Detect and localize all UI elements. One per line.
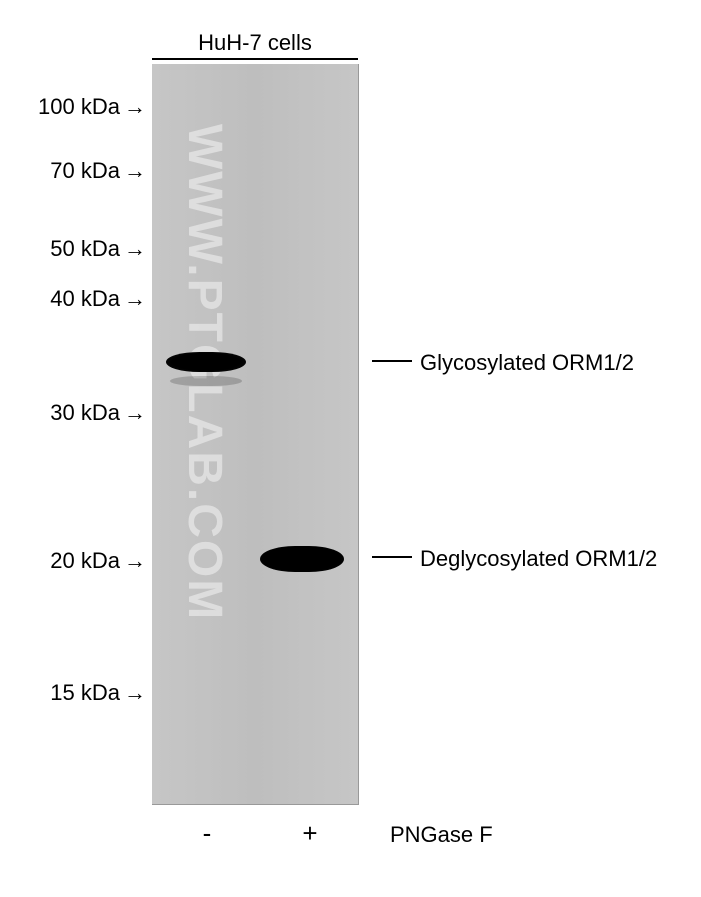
- mw-label-15: 15 kDa: [10, 680, 120, 706]
- arrow-icon: →: [124, 400, 146, 426]
- mw-label-50: 50 kDa: [10, 236, 120, 262]
- annotation-line: [372, 556, 412, 558]
- lane-minus-symbol: -: [192, 818, 222, 849]
- arrow-icon: →: [124, 158, 146, 184]
- annotation-deglycosylated: Deglycosylated ORM1/2: [420, 546, 657, 572]
- arrow-icon: →: [124, 94, 146, 120]
- treatment-label: PNGase F: [390, 822, 493, 848]
- western-blot-image: WWW.PTGLAB.COM: [152, 64, 359, 805]
- arrow-icon: →: [124, 548, 146, 574]
- mw-label-20: 20 kDa: [10, 548, 120, 574]
- arrow-icon: →: [124, 236, 146, 262]
- mw-label-70: 70 kDa: [10, 158, 120, 184]
- mw-label-100: 100 kDa: [10, 94, 120, 120]
- band-glycosylated-faint: [170, 376, 242, 386]
- watermark-text: WWW.PTGLAB.COM: [177, 124, 232, 621]
- band-glycosylated: [166, 352, 246, 372]
- mw-label-40: 40 kDa: [10, 286, 120, 312]
- arrow-icon: →: [124, 680, 146, 706]
- band-deglycosylated: [260, 546, 344, 572]
- annotation-glycosylated: Glycosylated ORM1/2: [420, 350, 634, 376]
- mw-label-30: 30 kDa: [10, 400, 120, 426]
- sample-header-label: HuH-7 cells: [152, 30, 358, 60]
- lane-plus-symbol: +: [295, 818, 325, 849]
- annotation-line: [372, 360, 412, 362]
- arrow-icon: →: [124, 286, 146, 312]
